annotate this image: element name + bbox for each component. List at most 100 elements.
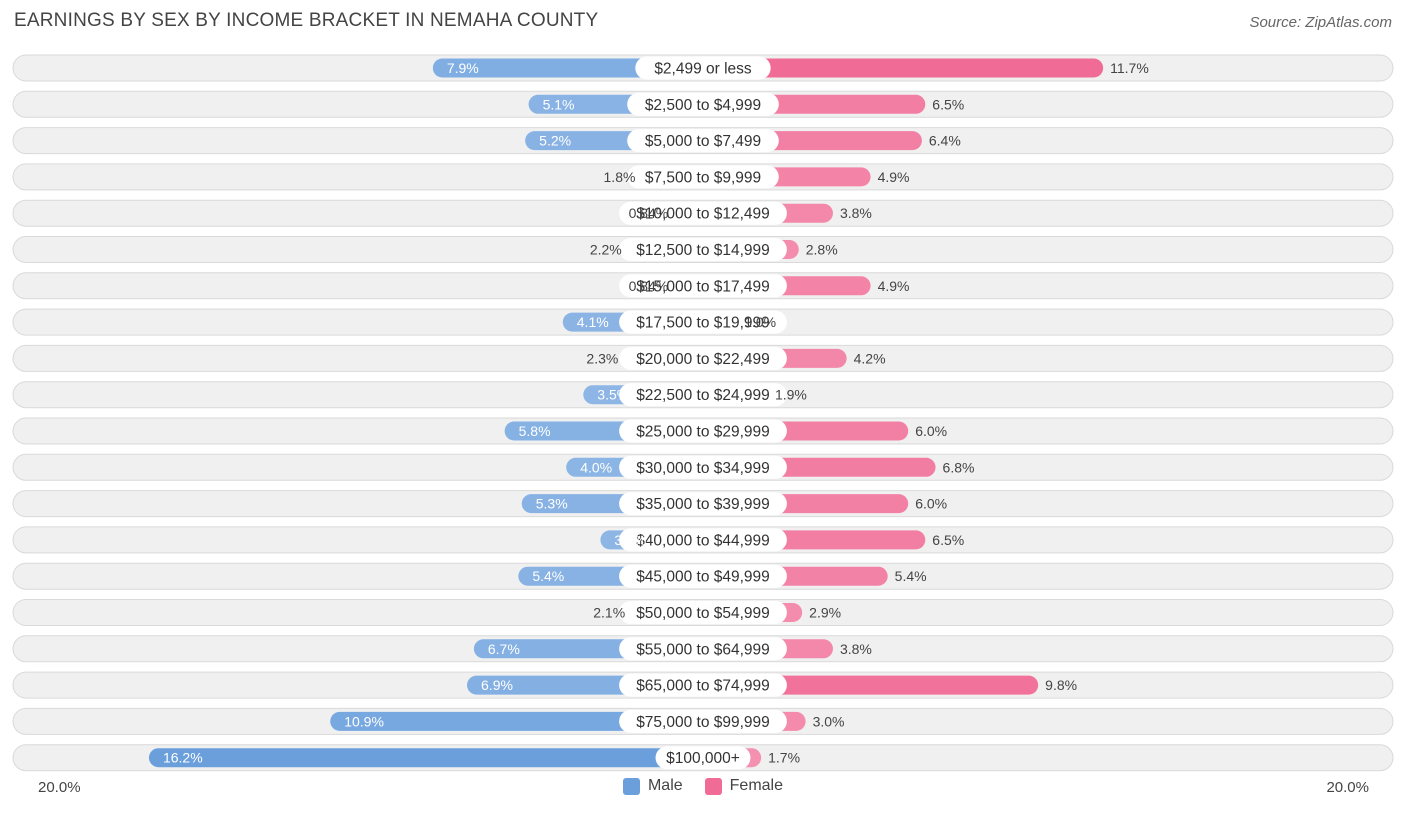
bar-row: $75,000 to $99,999 10.9% 3.0% (12, 707, 1394, 735)
category-label: $50,000 to $54,999 (636, 605, 770, 622)
male-value-label: 4.1% (577, 314, 609, 330)
category-label: $17,500 to $19,999 (636, 315, 770, 332)
category-label-pill (619, 274, 787, 298)
category-label: $12,500 to $14,999 (636, 242, 770, 259)
category-label: $100,000+ (666, 750, 740, 767)
female-value-label: 3.8% (840, 205, 872, 221)
category-label: $10,000 to $12,499 (636, 206, 770, 223)
female-value-label: 6.4% (929, 133, 961, 149)
male-value-label: 1.8% (604, 169, 636, 185)
female-value-label: 6.5% (932, 96, 964, 112)
category-label-pill (619, 419, 787, 443)
female-value-label: 1.9% (775, 387, 807, 403)
legend-item-female[interactable]: Female (704, 777, 784, 795)
male-bar (432, 58, 703, 78)
category-label: $35,000 to $39,999 (636, 496, 770, 513)
category-label: $15,000 to $17,499 (636, 278, 770, 295)
bar-row: $45,000 to $49,999 5.4% 5.4% (12, 562, 1394, 590)
category-label: $25,000 to $29,999 (636, 424, 770, 441)
male-value-label: 2.3% (586, 350, 618, 366)
category-label-pill (627, 129, 779, 153)
female-value-label: 3.0% (813, 713, 845, 729)
female-value-label: 2.8% (806, 242, 838, 258)
category-label: $20,000 to $22,499 (636, 351, 770, 368)
category-label: $2,499 or less (654, 61, 752, 78)
female-value-label: 6.5% (932, 532, 964, 548)
female-value-label: 11.7% (1110, 60, 1149, 76)
female-value-label: 4.2% (854, 350, 886, 366)
category-label: $45,000 to $49,999 (636, 569, 770, 586)
category-label-pill (619, 673, 787, 697)
category-label: $30,000 to $34,999 (636, 460, 770, 477)
female-value-label: 6.8% (943, 459, 975, 475)
male-value-label: 5.4% (532, 568, 564, 584)
category-label-pill (627, 165, 779, 189)
category-label-pill (627, 92, 779, 116)
male-value-label: 7.9% (447, 60, 479, 76)
category-label: $75,000 to $99,999 (636, 714, 770, 731)
bar-row: $5,000 to $7,499 5.2% 6.4% (12, 127, 1394, 155)
bar-row: $17,500 to $19,999 4.1% 1.0% (12, 308, 1394, 336)
bar-row: $2,499 or less 7.9% 11.7% (12, 54, 1394, 82)
category-label-pill (619, 709, 787, 733)
male-value-label: 6.7% (488, 641, 520, 657)
female-bar (703, 675, 1039, 695)
category-label-pill (619, 238, 787, 261)
category-label-pill (619, 455, 787, 479)
category-label: $5,000 to $7,499 (645, 133, 761, 150)
legend-swatch-male (622, 777, 640, 795)
female-value-label: 4.9% (878, 169, 910, 185)
category-label-pill (619, 601, 787, 624)
bar-row: $7,500 to $9,999 1.8% 4.9% (12, 163, 1394, 191)
category-label-pill (619, 492, 787, 516)
category-label-pill (635, 56, 771, 80)
source-label: Source: ZipAtlas.com (1249, 14, 1392, 31)
bar-row: $2,500 to $4,999 5.1% 6.5% (12, 90, 1394, 118)
female-value-label: 2.9% (809, 605, 841, 621)
female-value-label: 6.0% (915, 496, 947, 512)
axis-right-label: 20.0% (1326, 779, 1369, 796)
male-value-label: 10.9% (344, 713, 384, 729)
category-label-pill (619, 528, 787, 552)
category-label: $55,000 to $64,999 (636, 641, 770, 658)
bar-row: $20,000 to $22,499 2.3% 4.2% (12, 344, 1394, 372)
male-value-label: 5.8% (519, 423, 551, 439)
male-value-label: 2.2% (590, 242, 622, 258)
legend-item-male[interactable]: Male (622, 777, 683, 795)
female-value-label: 3.8% (840, 641, 872, 657)
category-label: $7,500 to $9,999 (645, 169, 761, 186)
male-value-label: 3.0% (614, 532, 646, 548)
legend-label-male: Male (647, 777, 683, 794)
legend-swatch-female (704, 777, 722, 795)
bar-row: $12,500 to $14,999 2.2% 2.8% (12, 236, 1394, 263)
female-value-label: 1.7% (768, 750, 800, 766)
category-label: $2,500 to $4,999 (645, 97, 761, 114)
category-label-pill (619, 564, 787, 588)
legend-label-female: Female (729, 777, 784, 794)
male-bar (148, 748, 703, 768)
bar-row: $65,000 to $74,999 6.9% 9.8% (12, 671, 1394, 699)
male-value-label: 4.0% (580, 459, 612, 475)
bar-row: $50,000 to $54,999 2.1% 2.9% (12, 599, 1394, 626)
category-label-pill (619, 637, 787, 661)
female-value-label: 9.8% (1045, 677, 1077, 693)
male-value-label: 2.1% (593, 605, 625, 621)
category-label-pill (619, 201, 787, 225)
male-bar (330, 711, 703, 731)
female-value-label: 4.9% (878, 278, 910, 294)
male-value-label: 5.1% (543, 96, 575, 112)
female-value-label: 5.4% (895, 568, 927, 584)
bar-row: $22,500 to $24,999 3.5% 1.9% (12, 381, 1394, 409)
male-value-label: 6.9% (481, 677, 513, 693)
female-value-label: 1.0% (744, 314, 776, 330)
male-value-label: 3.5% (597, 387, 629, 403)
male-value-label: 0.84% (629, 205, 669, 221)
male-value-label: 16.2% (163, 750, 203, 766)
male-value-label: 5.2% (539, 133, 571, 149)
bar-row: $30,000 to $34,999 4.0% 6.8% (12, 453, 1394, 481)
female-value-label: 6.0% (915, 423, 947, 439)
